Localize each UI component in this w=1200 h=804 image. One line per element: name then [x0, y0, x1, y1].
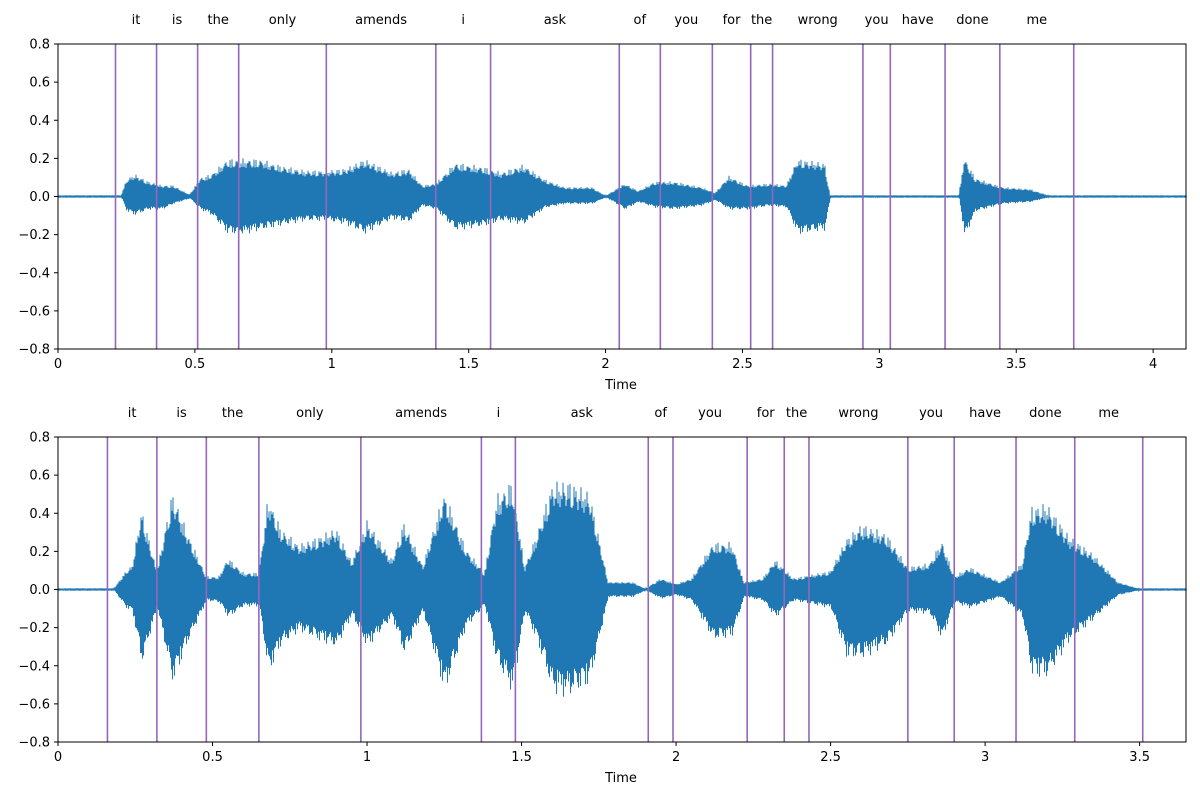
y-tick-label: −0.8 [18, 736, 50, 751]
waveform-series [57, 481, 1187, 697]
x-tick-label: 3.5 [1006, 357, 1027, 372]
x-tick-label: 4 [1149, 357, 1157, 372]
x-axis-label: Time [604, 771, 637, 786]
word-label: it [128, 406, 137, 421]
x-tick-label: 0.5 [202, 750, 223, 765]
y-tick-label: 0.4 [29, 114, 50, 129]
word-label: only [269, 13, 297, 28]
word-label: the [751, 13, 772, 28]
waveform-series [57, 158, 1187, 234]
word-label: amends [395, 406, 447, 421]
y-tick-label: 0.6 [29, 76, 50, 91]
word-label: have [902, 13, 934, 28]
y-tick-label: −0.6 [18, 697, 50, 712]
y-tick-label: 0.0 [29, 190, 50, 205]
word-label: ask [571, 406, 594, 421]
word-label: the [786, 406, 807, 421]
word-label: only [296, 406, 324, 421]
x-tick-label: 0.5 [185, 357, 206, 372]
x-tick-label: 0 [54, 750, 62, 765]
word-label: for [723, 13, 742, 28]
word-label: i [497, 406, 501, 421]
x-tick-label: 1.5 [511, 750, 532, 765]
word-label: for [757, 406, 776, 421]
y-tick-label: 0.0 [29, 583, 50, 598]
y-tick-label: −0.6 [18, 304, 50, 319]
word-label: you [674, 13, 698, 28]
x-tick-label: 3 [875, 357, 883, 372]
x-tick-label: 1.5 [458, 357, 479, 372]
y-tick-label: −0.8 [18, 343, 50, 358]
x-tick-label: 2 [601, 357, 609, 372]
chart-panel-2: 0 0.5 1 1.5 2 2.5 3 3.5 −0.8 −0.6 −0.4 −0.2 0.0 0.2 0.… [18, 406, 1187, 786]
word-label: of [634, 13, 647, 28]
y-tick-label: −0.4 [18, 266, 50, 281]
word-label: is [176, 406, 187, 421]
word-label: the [222, 406, 243, 421]
word-label: done [956, 13, 988, 28]
y-tick-label: 0.2 [29, 545, 50, 560]
word-label: of [654, 406, 667, 421]
x-tick-label: 2.5 [820, 750, 841, 765]
word-label: amends [355, 13, 407, 28]
word-label: done [1029, 406, 1061, 421]
word-label: me [1098, 406, 1119, 421]
word-label: you [865, 13, 889, 28]
y-tick-label: 0.4 [29, 507, 50, 522]
word-label: the [207, 13, 228, 28]
chart-panel-1: 0 0.5 1 1.5 2 2.5 3 3.5 4 −0.8 −0.6 −0.4 −0.2 0.0 0.2 0… [18, 13, 1187, 393]
word-label: you [698, 406, 722, 421]
x-tick-label: 1 [363, 750, 371, 765]
word-label: ask [544, 13, 567, 28]
x-tick-label: 0 [54, 357, 62, 372]
word-label: have [969, 406, 1001, 421]
y-tick-label: −0.2 [18, 621, 50, 636]
x-tick-label: 3.5 [1129, 750, 1150, 765]
word-label: it [132, 13, 141, 28]
x-tick-label: 1 [328, 357, 336, 372]
x-tick-label: 3 [981, 750, 989, 765]
word-label: wrong [838, 406, 878, 421]
x-tick-label: 2.5 [732, 357, 753, 372]
y-tick-label: 0.6 [29, 469, 50, 484]
word-label: i [461, 13, 465, 28]
word-label: is [172, 13, 183, 28]
word-label: me [1026, 13, 1047, 28]
x-tick-label: 2 [672, 750, 680, 765]
word-label: you [919, 406, 943, 421]
y-tick-label: −0.4 [18, 659, 50, 674]
y-tick-label: −0.2 [18, 228, 50, 243]
y-tick-label: 0.8 [29, 38, 50, 53]
y-tick-label: 0.2 [29, 152, 50, 167]
x-axis-label: Time [604, 378, 637, 393]
y-tick-label: 0.8 [29, 431, 50, 446]
word-label: wrong [798, 13, 838, 28]
